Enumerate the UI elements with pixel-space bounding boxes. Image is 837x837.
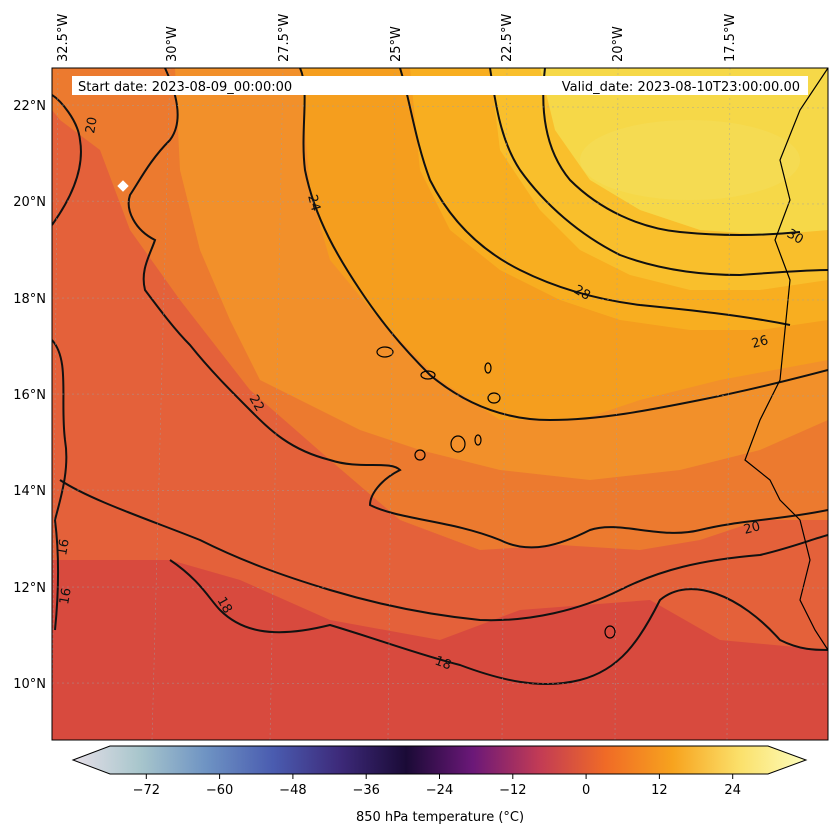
contour-label: 18 xyxy=(433,654,454,674)
temperature-field xyxy=(52,68,828,740)
lat-label: 14°N xyxy=(13,484,46,499)
colorbar: −72 −60 −48 −36 −24 −12 0 12 24 850 hPa temperat… xyxy=(71,745,808,825)
colorbar-tick-label: −12 xyxy=(499,783,526,798)
contour-label: 16 xyxy=(55,538,73,557)
contour-label: 26 xyxy=(750,333,770,352)
lat-label: 18°N xyxy=(13,292,46,307)
contour-18 xyxy=(169,559,828,685)
colorbar-tick-label: −36 xyxy=(352,783,379,798)
contour-20 xyxy=(127,68,828,549)
contour-28 xyxy=(489,68,828,277)
coastline xyxy=(744,68,828,651)
colorbar-tick-label: 0 xyxy=(582,783,590,798)
lat-label: 12°N xyxy=(13,581,46,596)
colorbar-tick-label: −72 xyxy=(133,783,160,798)
cape-verde-islands xyxy=(376,346,616,639)
location-marker-icon xyxy=(117,180,129,192)
graticule xyxy=(52,68,828,740)
map-frame xyxy=(51,67,829,741)
lat-label: 10°N xyxy=(13,677,46,692)
colorbar-tick-label: −48 xyxy=(279,783,306,798)
valid-date: Valid_date: 2023-08-10T23:00:00.00 xyxy=(562,80,800,95)
colorbar-tick-label: 24 xyxy=(724,783,741,798)
longitude-labels: 32.5°W 30°W 27.5°W 25°W 22.5°W 20°W 17.5… xyxy=(56,14,738,62)
colorbar-tick-label: −24 xyxy=(426,783,453,798)
colorbar-tick-label: −60 xyxy=(206,783,233,798)
contour-label: 16 xyxy=(57,587,75,606)
temperature-contours xyxy=(52,68,828,685)
latitude-labels: 22°N 20°N 18°N 16°N 14°N 12°N 10°N xyxy=(13,99,46,692)
contour-16 xyxy=(52,339,68,631)
lon-label: 32.5°W xyxy=(56,14,71,62)
contour-20-west xyxy=(52,94,82,226)
contour-label: 28 xyxy=(571,282,593,303)
contour-labels: 24 22 20 18 16 16 18 20 26 28 30 xyxy=(55,116,806,674)
contour-label: 20 xyxy=(83,116,101,135)
lat-label: 16°N xyxy=(13,388,46,403)
contour-26 xyxy=(399,68,791,326)
contour-label: 20 xyxy=(742,519,762,538)
lat-label: 22°N xyxy=(13,99,46,114)
colorbar-ticks: −72 −60 −48 −36 −24 −12 0 12 24 xyxy=(133,774,741,798)
lon-label: 30°W xyxy=(165,26,180,62)
start-date: Start date: 2023-08-09_00:00:00 xyxy=(78,80,292,95)
colorbar-body xyxy=(71,745,808,775)
date-banner xyxy=(72,76,808,95)
colorbar-title: 850 hPa temperature (°C) xyxy=(356,810,524,825)
field-band-32 xyxy=(580,120,800,200)
lat-label: 20°N xyxy=(13,195,46,210)
contour-label: 24 xyxy=(304,193,323,213)
lon-label: 20°W xyxy=(611,26,626,62)
contour-30 xyxy=(542,68,801,236)
lon-label: 17.5°W xyxy=(723,14,738,62)
lon-label: 25°W xyxy=(389,26,404,62)
contour-label: 22 xyxy=(246,393,267,415)
contour-label: 18 xyxy=(214,595,235,617)
colorbar-tick-label: 12 xyxy=(651,783,668,798)
contour-label: 30 xyxy=(784,226,806,247)
contour-18b xyxy=(59,479,828,622)
lon-label: 27.5°W xyxy=(277,14,292,62)
contour-24 xyxy=(299,68,828,422)
lon-label: 22.5°W xyxy=(500,14,515,62)
